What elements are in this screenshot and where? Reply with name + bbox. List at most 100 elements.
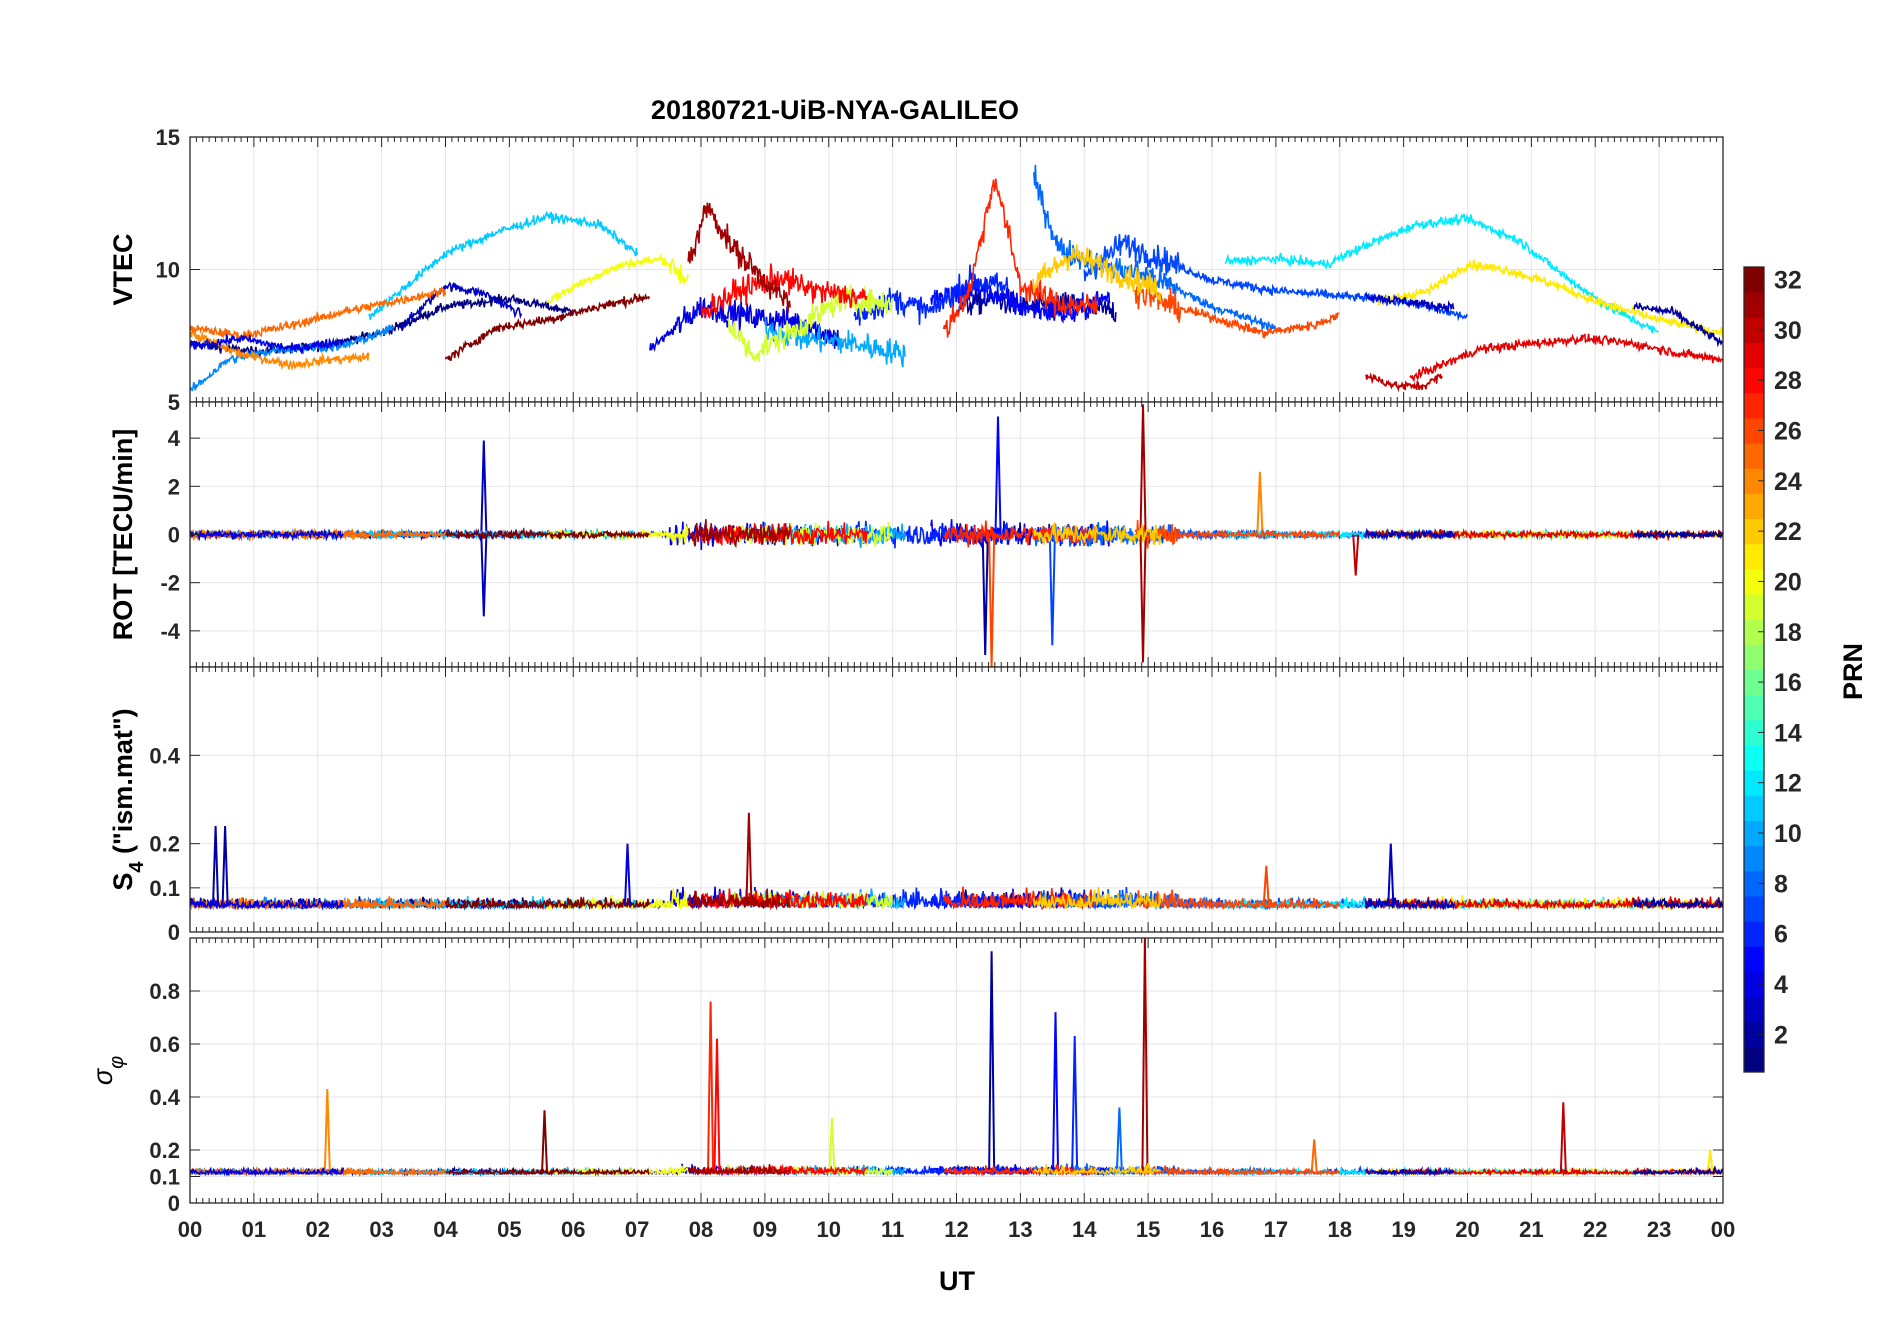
colorbar-segment	[1744, 946, 1764, 972]
colorbar-tick-label: 26	[1774, 418, 1802, 446]
series-prn-4	[190, 334, 345, 354]
x-tick-label: 19	[1391, 1217, 1415, 1242]
spike-prn-22	[1144, 1163, 1152, 1175]
y-axis-label: S4 ("ism.mat")	[108, 708, 148, 890]
series-prn-3	[1364, 897, 1455, 911]
spike-prn-8	[1115, 1107, 1123, 1174]
colorbar-tick-label: 2	[1774, 1021, 1788, 1049]
series-prn-29	[1409, 896, 1723, 911]
x-tick-label: 11	[881, 1217, 904, 1242]
series-prn-21	[1377, 259, 1723, 338]
colorbar-segment	[1744, 744, 1764, 771]
series-prn-25	[190, 896, 446, 911]
colorbar-segment	[1744, 719, 1764, 746]
y-axis-label: ROT [TECU/min]	[108, 429, 138, 640]
series-prn-3	[400, 281, 523, 331]
series-prn-2	[1632, 1165, 1723, 1177]
series-prn-32	[444, 896, 651, 911]
x-tick-label: 17	[1264, 1217, 1288, 1242]
spike-prn-26	[988, 534, 996, 667]
colorbar-segment	[1744, 317, 1764, 343]
colorbar-segment	[1744, 770, 1764, 796]
spike-prn-30	[1352, 534, 1360, 576]
spike-prn-31	[1141, 938, 1149, 1174]
series-prn-22	[1032, 244, 1162, 302]
x-tick-label: 01	[242, 1217, 266, 1242]
series-prn-22	[1032, 522, 1162, 545]
colorbar-segment	[1744, 795, 1764, 821]
colorbar-tick-label: 14	[1774, 719, 1802, 747]
panel-1: 5 10 15 VTEC	[108, 125, 1724, 415]
x-tick-label: 22	[1583, 1217, 1607, 1242]
y-tick-label: 0	[168, 1191, 180, 1216]
series-prn-2	[1632, 529, 1723, 540]
colorbar-segment	[1744, 921, 1764, 947]
colorbar-segment	[1744, 996, 1764, 1023]
series-prn-3	[1364, 1166, 1455, 1177]
y-tick-label: 0.4	[149, 743, 180, 768]
colorbar-segment	[1744, 342, 1764, 369]
series-prn-11	[368, 210, 638, 321]
colorbar-tick-label: 30	[1774, 317, 1802, 345]
spike-prn-3	[480, 534, 488, 617]
colorbar-tick-label: 6	[1774, 921, 1788, 949]
colorbar-segment	[1744, 1021, 1764, 1048]
colorbar-segment	[1744, 367, 1764, 394]
x-axis-label: UT	[939, 1266, 975, 1296]
panel-series	[190, 938, 1723, 1177]
x-tick-label: 21	[1519, 1217, 1543, 1242]
colorbar-segment	[1744, 568, 1764, 595]
series-prn-27	[942, 178, 1098, 338]
colorbar-segment	[1744, 468, 1764, 494]
x-tick-label: 23	[1647, 1217, 1671, 1242]
series-prn-30	[1365, 372, 1443, 393]
panel-4: 00.10.2 0.4 0.6 0.8 σφ	[88, 937, 1724, 1216]
series-prn-26	[1134, 519, 1340, 549]
series-prn-31	[687, 202, 791, 314]
series-prn-27	[943, 520, 1098, 548]
colorbar-tick-label: 18	[1774, 619, 1802, 647]
series-prn-28	[700, 888, 868, 911]
series-prn-26	[1134, 1162, 1340, 1177]
spike-prn-30	[1559, 1102, 1567, 1174]
y-tick-label: 0	[168, 920, 180, 945]
series-prn-22	[1032, 886, 1162, 911]
colorbar-tick-label: 24	[1774, 468, 1802, 496]
x-tick-label: 06	[561, 1217, 585, 1242]
series-prn-26	[1134, 285, 1340, 339]
chart-title: 20180721-UiB-NYA-GALILEO	[651, 95, 1019, 125]
colorbar-segment	[1744, 443, 1764, 469]
colorbar-tick-label: 12	[1774, 770, 1802, 798]
colorbar-segment	[1744, 594, 1764, 620]
series-prn-12	[1224, 213, 1659, 334]
series-prn-29	[1409, 333, 1723, 383]
colorbar-frame	[1743, 266, 1765, 1073]
spike-prn-5	[994, 416, 1002, 535]
x-tick-label: 00	[1711, 1217, 1735, 1242]
x-ticks	[189, 137, 1724, 402]
colorbar-segment	[1744, 644, 1764, 670]
series-prn-31	[687, 519, 791, 549]
series-prn-20	[546, 253, 689, 305]
x-tick-label: 00	[178, 1217, 202, 1242]
series-prn-22	[1032, 1164, 1162, 1177]
spike-prn-21	[1706, 1149, 1714, 1174]
x-ticks	[189, 402, 1724, 667]
x-tick-label: 16	[1200, 1217, 1224, 1242]
x-tick-label: 04	[433, 1217, 458, 1242]
y-tick-label: 0.4	[149, 1085, 180, 1110]
x-tick-label: 05	[497, 1217, 521, 1242]
spike-prn-27	[707, 1001, 715, 1174]
spike-prn-24	[323, 1088, 331, 1174]
y-tick-label: 0.2	[149, 1138, 180, 1163]
series-prn-3	[1364, 291, 1455, 315]
colorbar-segment	[1744, 619, 1764, 645]
x-tick-labels: 00 01 02 03 04 05 06 07 08 09 10 11 12 13 14 15 16 17 18 19…	[178, 1217, 1735, 1242]
colorbar-segment	[1744, 543, 1764, 570]
series-prn-32	[445, 527, 650, 541]
spike-prn-25	[1310, 1139, 1318, 1174]
series-prn-32	[444, 292, 651, 362]
